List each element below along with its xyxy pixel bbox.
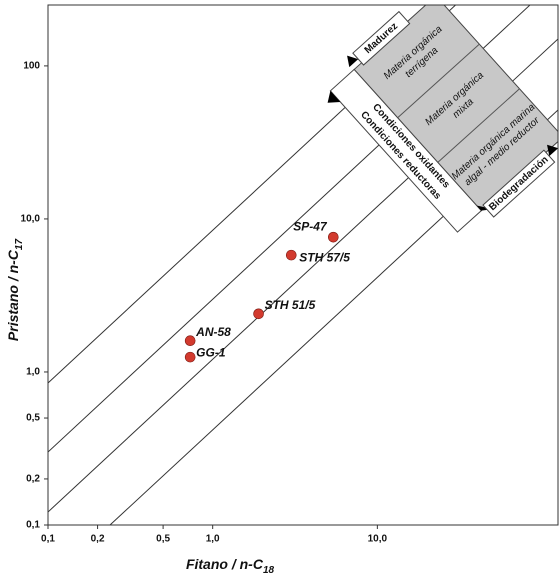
point bbox=[327, 231, 339, 243]
biodeg-box bbox=[482, 149, 556, 218]
plot-frame bbox=[47, 4, 559, 526]
arrow bbox=[327, 90, 341, 103]
y-tick-label: 0,5 bbox=[26, 413, 40, 424]
arrow bbox=[547, 144, 558, 157]
x-label-text: Fitano / n-C bbox=[186, 556, 264, 572]
separator bbox=[397, 43, 480, 119]
conditions-box bbox=[329, 68, 482, 233]
point-label: STH 51/5 bbox=[265, 298, 316, 312]
point bbox=[184, 351, 196, 363]
x-tick-label: 0,2 bbox=[91, 534, 105, 545]
facies-panel: Madurez Biodegradación Materia orgánica … bbox=[327, 5, 558, 233]
point-label: STH 57/5 bbox=[299, 250, 350, 264]
point bbox=[285, 249, 297, 261]
x-tick-label: 1,0 bbox=[206, 534, 220, 545]
y-tick-label: 0,1 bbox=[26, 520, 40, 531]
x-tick-label: 0,5 bbox=[156, 534, 170, 545]
y-tick-label: 0,2 bbox=[26, 474, 40, 485]
y-label-text: Pristano / n-C bbox=[5, 249, 21, 341]
y-tick-label: 1,0 bbox=[26, 367, 40, 378]
x-label-sub: 18 bbox=[263, 565, 275, 576]
point bbox=[253, 308, 264, 320]
point-label: GG-1 bbox=[196, 345, 226, 359]
y-label-sub: 17 bbox=[14, 238, 25, 250]
x-tick-label: 10,0 bbox=[368, 534, 388, 545]
point-label: AN-58 bbox=[195, 325, 231, 339]
point-label: SP-47 bbox=[293, 219, 328, 233]
x-tick-label: 0,1 bbox=[41, 534, 55, 545]
y-tick-label: 100 bbox=[23, 61, 40, 72]
ratio-line bbox=[48, 5, 457, 384]
y-tick-label: 10,0 bbox=[21, 214, 41, 225]
separator bbox=[437, 88, 520, 163]
arrow bbox=[347, 55, 359, 68]
point bbox=[184, 335, 196, 347]
x-axis-label: Fitano / n-C18 bbox=[186, 556, 275, 576]
y-axis-label: Pristano / n-C17 bbox=[5, 238, 25, 341]
